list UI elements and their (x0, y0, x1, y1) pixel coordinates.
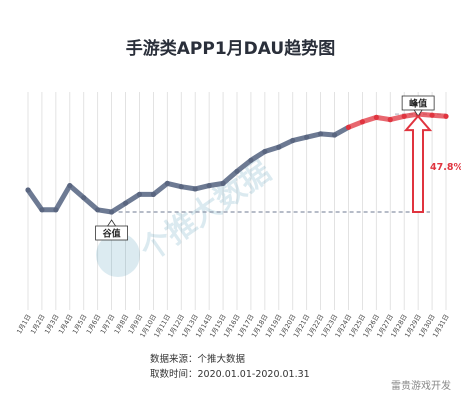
data-point (387, 117, 393, 123)
data-point (220, 180, 226, 186)
data-point (234, 168, 240, 174)
data-point (178, 184, 184, 190)
trough-label: 谷值 (103, 228, 121, 240)
data-point (95, 207, 101, 213)
watermark-logo: 个推大数据 (96, 154, 277, 277)
change-percent-label: 47.8% (430, 162, 461, 173)
annotations: 谷值 峰值 47.8% (95, 95, 461, 241)
data-point (192, 186, 198, 192)
data-point (109, 209, 115, 215)
data-source-text: 数据来源：个推大数据 (150, 354, 246, 365)
data-point (290, 137, 296, 144)
data-point (39, 207, 45, 213)
data-point (150, 191, 156, 197)
data-point (318, 131, 324, 137)
data-point (443, 113, 449, 119)
grid-lines (27, 92, 447, 310)
data-point (276, 144, 282, 150)
data-point (345, 124, 352, 130)
data-point (373, 114, 379, 120)
data-point (248, 157, 254, 163)
data-points (25, 111, 449, 215)
data-period-text: 取数时间：2020.01.01-2020.01.31 (150, 369, 310, 380)
data-point (429, 112, 435, 118)
account-watermark: 雷贵游戏开发 (391, 381, 451, 392)
data-point (206, 183, 212, 189)
trough-pointer-icon (106, 219, 117, 227)
watermark-logo-text: 个推大数据 (135, 154, 278, 269)
peak-label: 峰值 (409, 98, 427, 110)
series-line-main (25, 124, 351, 215)
x-tick-labels: 1月1日1月2日1月3日1月4日1月5日1月6日1月7日1月8日1月9日1月10… (15, 313, 451, 339)
chart-footer: 数据来源：个推大数据 取数时间：2020.01.01-2020.01.31 (150, 352, 310, 382)
data-point (304, 134, 310, 140)
data-point (122, 200, 129, 206)
data-point (164, 180, 170, 186)
peak-pointer-icon (413, 109, 423, 117)
data-point (401, 113, 407, 119)
data-point (81, 195, 87, 201)
data-point (67, 183, 73, 189)
increase-arrow-icon (403, 114, 433, 213)
chart-title: 手游类APP1月DAU趋势图 (125, 39, 336, 59)
watermark-emblem-icon (96, 233, 140, 277)
data-point (331, 132, 338, 138)
data-point (25, 187, 31, 193)
data-point (53, 207, 59, 213)
data-point (136, 191, 143, 197)
data-point (262, 148, 268, 155)
data-point (359, 119, 365, 125)
